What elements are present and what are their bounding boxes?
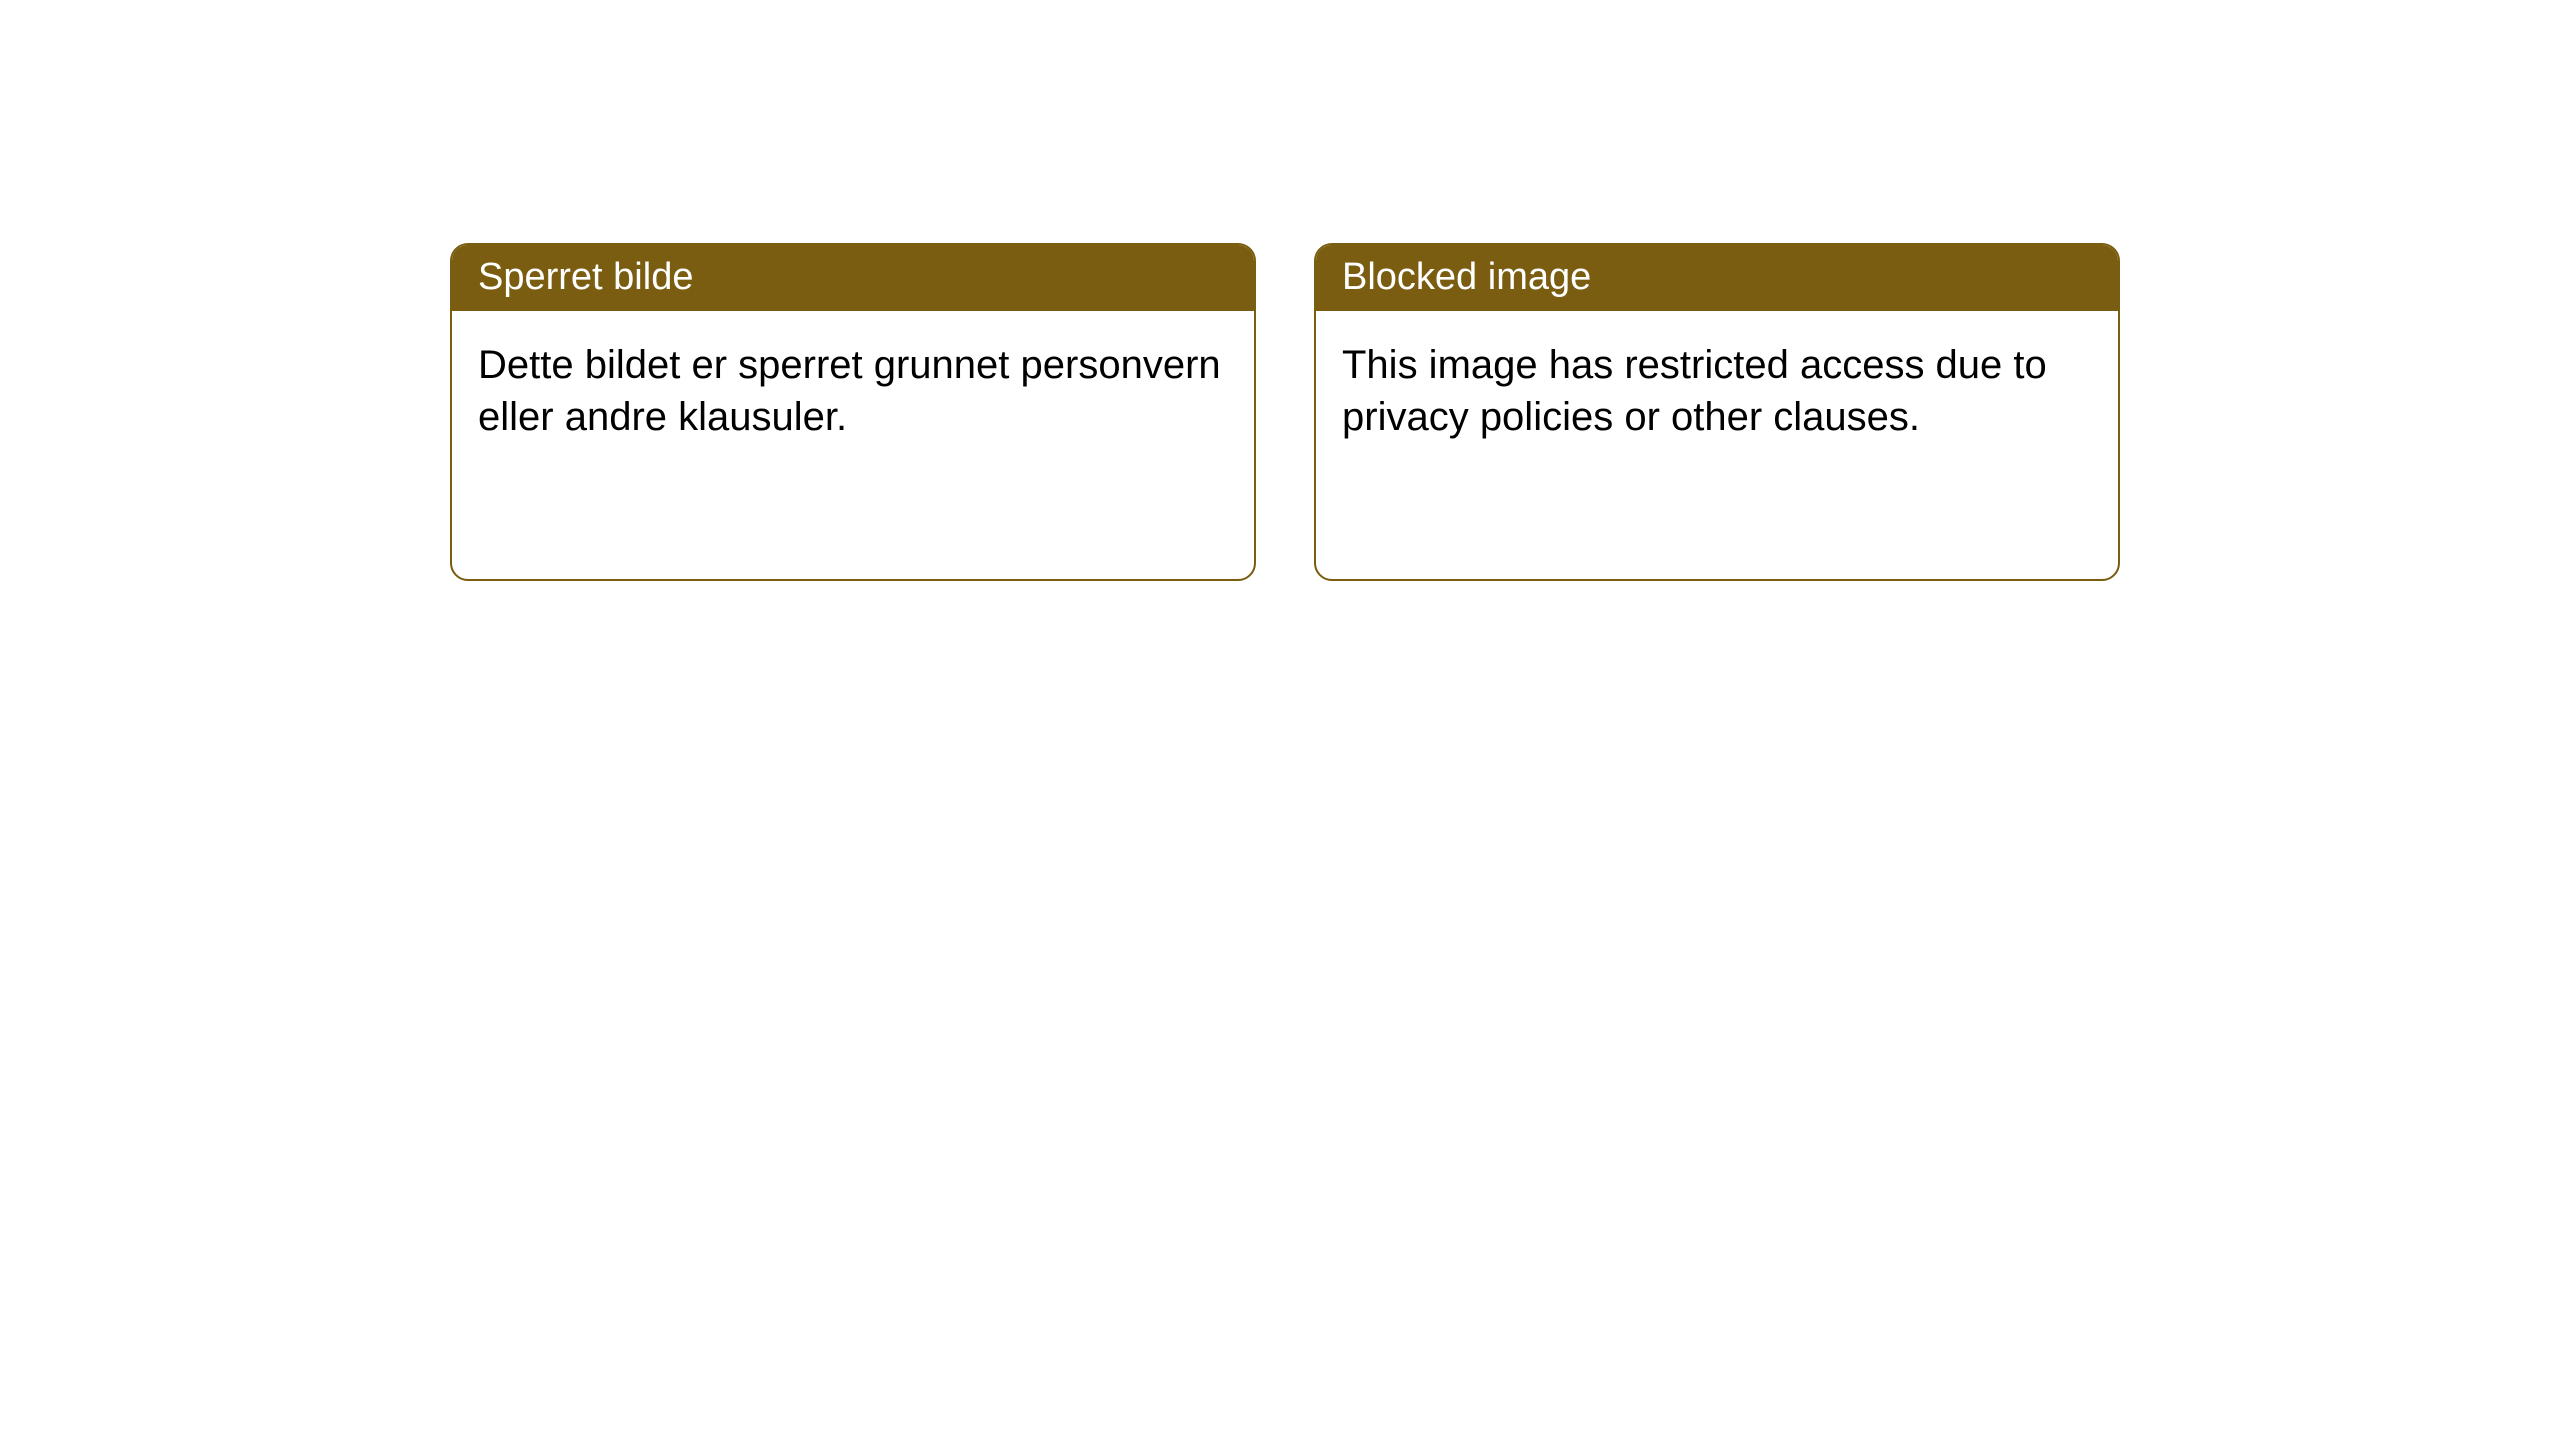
notice-header-english: Blocked image — [1316, 245, 2118, 311]
notice-header-norwegian: Sperret bilde — [452, 245, 1254, 311]
notice-card-english: Blocked image This image has restricted … — [1314, 243, 2120, 581]
notice-body-english: This image has restricted access due to … — [1316, 311, 2118, 471]
notice-card-norwegian: Sperret bilde Dette bildet er sperret gr… — [450, 243, 1256, 581]
notice-body-norwegian: Dette bildet er sperret grunnet personve… — [452, 311, 1254, 471]
notice-container: Sperret bilde Dette bildet er sperret gr… — [450, 243, 2120, 581]
